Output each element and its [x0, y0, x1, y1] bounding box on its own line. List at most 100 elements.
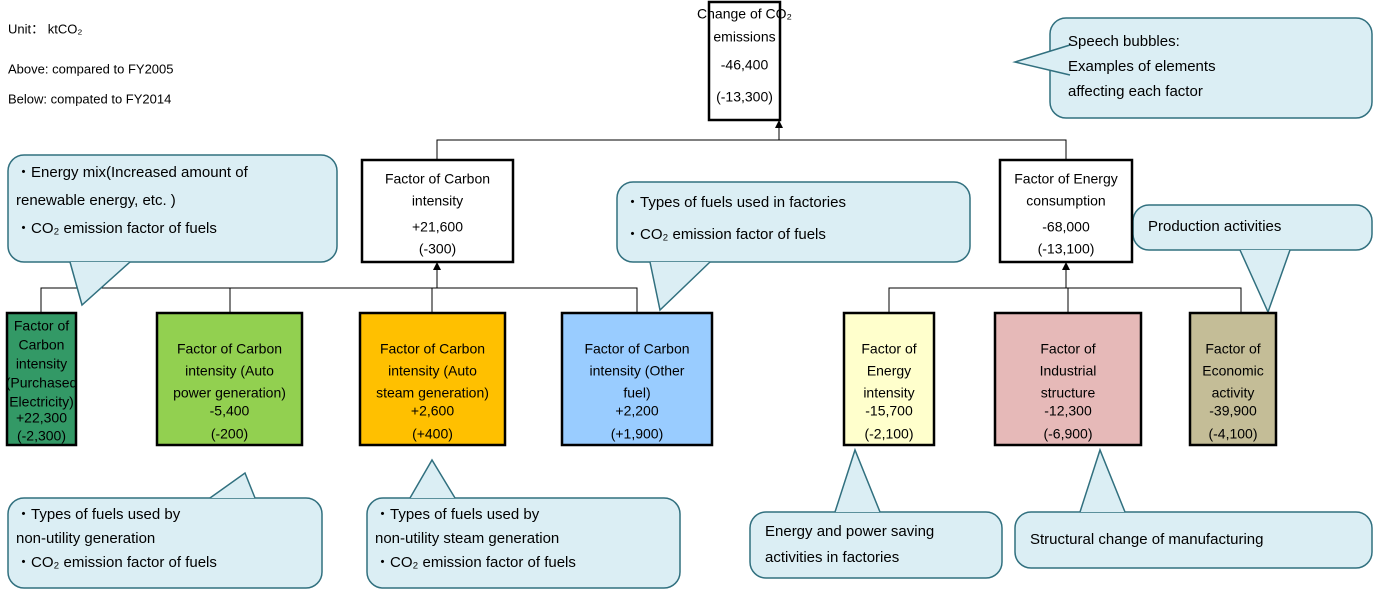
- node-box: [358, 311, 507, 447]
- bubble-tail: [1012, 44, 1071, 76]
- node-label: Factor of: [14, 318, 69, 334]
- bubble-tail-fill: [1240, 250, 1290, 312]
- node-value: +2,200: [615, 403, 658, 419]
- node-label: Factor of Carbon: [380, 341, 485, 357]
- node-label: Energy: [867, 363, 911, 379]
- node-label: intensity: [16, 356, 67, 372]
- node-value: -68,000: [1042, 219, 1090, 235]
- node-value: -12,300: [1044, 403, 1092, 419]
- node-box: [998, 158, 1134, 264]
- node-label: Economic: [1202, 363, 1263, 379]
- bubble-body: [1014, 511, 1373, 569]
- bubble-body: [616, 181, 971, 263]
- bubble-text: ・CO₂ emission factor of fuels: [16, 220, 217, 237]
- node-value: -39,900: [1209, 403, 1257, 419]
- bubble-text: activities in factories: [765, 549, 899, 566]
- node-box: [5, 311, 78, 447]
- node-label: Change of CO₂: [697, 6, 792, 22]
- bubble-tail-fill: [70, 262, 130, 305]
- node-box: [560, 311, 714, 447]
- bubble-body: [749, 511, 1003, 579]
- node-label: Factor of Energy: [1014, 171, 1118, 187]
- node-value: (-2,100): [864, 426, 913, 442]
- node-label: intensity: [412, 193, 463, 209]
- bubble-tail: [69, 261, 131, 307]
- node-label: Industrial: [1040, 363, 1097, 379]
- bubble-text: ・CO₂ emission factor of fuels: [625, 226, 826, 243]
- connectors: [40, 120, 1242, 313]
- bubble-text: Speech bubbles:: [1068, 33, 1180, 50]
- bubble-text: ・CO₂ emission factor of fuels: [375, 554, 576, 571]
- bubble-tail: [409, 458, 456, 499]
- node-label: intensity (Auto: [185, 363, 274, 379]
- node-value: -46,400: [721, 57, 769, 73]
- node-value: +22,300: [16, 410, 67, 426]
- node-label: power generation): [173, 385, 286, 401]
- bubble-body: [366, 497, 681, 589]
- speech-bubble: ・Energy mix(Increased amount of renewable…: [7, 154, 338, 307]
- bubble-text: non-utility generation: [16, 530, 155, 547]
- node-value: (+400): [412, 426, 453, 442]
- speech-bubble: Speech bubbles: Examples of elements affec…: [1012, 17, 1373, 119]
- bubble-text: non-utility steam generation: [375, 530, 559, 547]
- node-value: (-13,100): [1038, 241, 1095, 257]
- node-value: (+1,900): [611, 426, 664, 442]
- bubble-text: Examples of elements: [1068, 58, 1216, 75]
- node-value: (-13,300): [716, 89, 773, 105]
- bubble-tail-fill: [1080, 450, 1125, 512]
- node-box: [1188, 311, 1278, 447]
- node-label: emissions: [713, 29, 775, 45]
- bubble-text: Energy and power saving: [765, 523, 934, 540]
- bubble-text: ・Types of fuels used in factories: [625, 194, 846, 211]
- node-label: Factor of: [1205, 341, 1260, 357]
- bubble-tail-fill: [210, 473, 255, 498]
- bubble-body: [7, 154, 338, 263]
- node-label: consumption: [1026, 193, 1105, 209]
- bubble-tail: [209, 471, 256, 499]
- node-box: [360, 158, 515, 264]
- bubble-text: ・Types of fuels used by: [375, 506, 540, 523]
- bubble-tail: [1079, 447, 1126, 513]
- node-value: (-200): [211, 426, 248, 442]
- node-label: steam generation): [376, 385, 489, 401]
- bubble-tail-fill: [650, 262, 710, 310]
- node-value: +2,600: [411, 403, 454, 419]
- node-label: activity: [1212, 385, 1255, 401]
- speech-bubble: ・Types of fuels used by non-utility gener…: [7, 471, 323, 589]
- note: Above: compared to FY2005: [8, 61, 174, 76]
- node-value: (-300): [419, 241, 456, 257]
- bubble-text: renewable energy, etc. ): [16, 192, 176, 209]
- bubble-tail: [649, 261, 711, 312]
- speech-bubble: Production activities: [1132, 204, 1373, 315]
- node-label: (Purchased: [6, 375, 78, 391]
- bubble-tail: [834, 447, 881, 513]
- node-value: -5,400: [210, 403, 250, 419]
- node-value: (-6,900): [1043, 426, 1092, 442]
- node-label: intensity (Auto: [388, 363, 477, 379]
- node-value: (-2,300): [17, 428, 66, 444]
- node-label: structure: [1041, 385, 1096, 401]
- node-label: Factor of: [861, 341, 916, 357]
- bubble-tail-fill: [410, 460, 455, 498]
- node-label: Carbon: [19, 337, 65, 353]
- node-label: Factor of Carbon: [584, 341, 689, 357]
- node-label: intensity: [863, 385, 914, 401]
- bubble-tail-fill: [1015, 45, 1070, 75]
- node-box: [842, 311, 936, 447]
- node-box: [993, 311, 1143, 447]
- bubble-text: ・CO₂ emission factor of fuels: [16, 554, 217, 571]
- node-value: -15,700: [865, 403, 913, 419]
- bubble-tail-fill: [835, 450, 880, 512]
- node-label: Factor of: [1040, 341, 1095, 357]
- node-label: Factor of Carbon: [385, 171, 490, 187]
- bubble-text: Production activities: [1148, 218, 1281, 235]
- bubble-text: ・Types of fuels used by: [16, 506, 181, 523]
- bubble-body: [7, 497, 323, 589]
- bubble-text: affecting each factor: [1068, 83, 1203, 100]
- node-value: (-4,100): [1208, 426, 1257, 442]
- node-label: Factor of Carbon: [177, 341, 282, 357]
- node-label: Electricity): [9, 394, 74, 410]
- bubble-text: ・Energy mix(Increased amount of: [16, 164, 249, 181]
- bubble-text: Structural change of manufacturing: [1030, 531, 1263, 548]
